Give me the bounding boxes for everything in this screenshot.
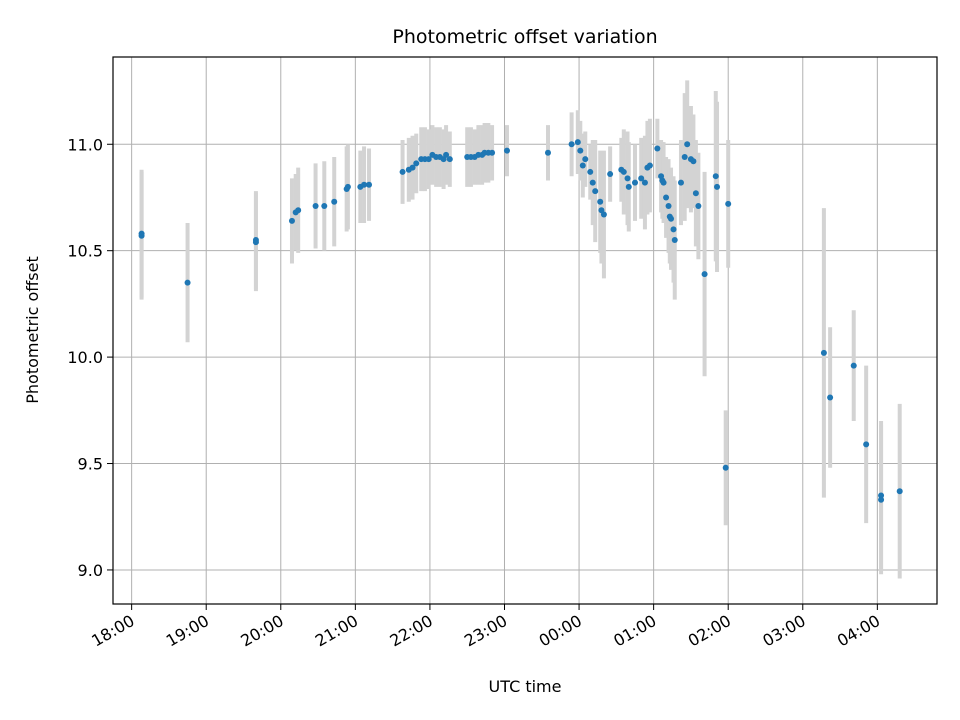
data-point <box>295 207 302 214</box>
data-point <box>568 141 575 148</box>
data-point <box>692 190 699 197</box>
data-point <box>184 279 191 286</box>
data-point <box>896 488 903 495</box>
data-point <box>654 145 661 152</box>
data-point <box>690 158 697 165</box>
grid <box>113 57 937 604</box>
y-axis-label: Photometric offset <box>23 256 42 404</box>
data-point <box>684 141 691 148</box>
data-point <box>695 202 702 209</box>
data-point <box>489 149 496 156</box>
data-point <box>878 492 885 499</box>
data-point <box>712 173 719 180</box>
data-point <box>288 217 295 224</box>
data-point <box>681 154 688 161</box>
data-point <box>665 202 672 209</box>
y-tick-label: 11.0 <box>67 135 103 154</box>
data-point <box>663 194 670 201</box>
data-point <box>361 181 368 188</box>
data-point <box>413 160 420 167</box>
data-point <box>701 271 708 278</box>
data-point <box>579 162 586 169</box>
data-point <box>446 156 453 163</box>
data-point <box>399 168 406 175</box>
y-axis: 9.0 9.5 10.0 10.5 11.0 <box>67 135 113 580</box>
data-point <box>312 202 319 209</box>
data-point <box>660 179 667 186</box>
x-axis-label: UTC time <box>489 677 562 696</box>
data-point <box>597 198 604 205</box>
data-point <box>641 179 648 186</box>
data-point <box>625 183 632 190</box>
data-point <box>820 349 827 356</box>
data-point <box>344 183 351 190</box>
data-point <box>668 215 675 222</box>
data-point <box>592 188 599 195</box>
plot-area-frame <box>112 56 938 605</box>
data-points <box>138 139 903 503</box>
data-point <box>577 147 584 154</box>
data-point <box>827 394 834 401</box>
data-point <box>638 175 645 182</box>
y-tick-label: 10.5 <box>67 242 103 261</box>
data-point <box>425 156 432 163</box>
data-point <box>607 171 614 178</box>
data-point <box>631 179 638 186</box>
data-point <box>443 151 450 158</box>
data-point <box>646 162 653 169</box>
data-point <box>331 198 338 205</box>
data-point <box>574 139 581 146</box>
chart-title: Photometric offset variation <box>392 26 657 48</box>
data-point <box>850 362 857 369</box>
data-point <box>582 156 589 163</box>
data-point <box>863 441 870 448</box>
data-point <box>725 200 732 207</box>
data-point <box>138 232 145 239</box>
data-point <box>252 239 259 246</box>
data-point <box>671 237 678 244</box>
data-point <box>544 149 551 156</box>
data-point <box>677 179 684 186</box>
data-point <box>600 211 607 218</box>
data-point <box>409 164 416 171</box>
data-point <box>878 496 885 503</box>
y-tick-label: 9.5 <box>78 455 103 474</box>
data-point <box>722 464 729 471</box>
data-point <box>624 175 631 182</box>
data-point <box>670 226 677 233</box>
data-point <box>321 202 328 209</box>
y-tick-label: 10.0 <box>67 348 103 367</box>
data-point <box>620 168 627 175</box>
data-point <box>589 179 596 186</box>
data-point <box>366 181 373 188</box>
data-point <box>503 147 510 154</box>
data-point <box>714 183 721 190</box>
data-point <box>587 168 594 175</box>
y-tick-label: 9.0 <box>78 561 103 580</box>
